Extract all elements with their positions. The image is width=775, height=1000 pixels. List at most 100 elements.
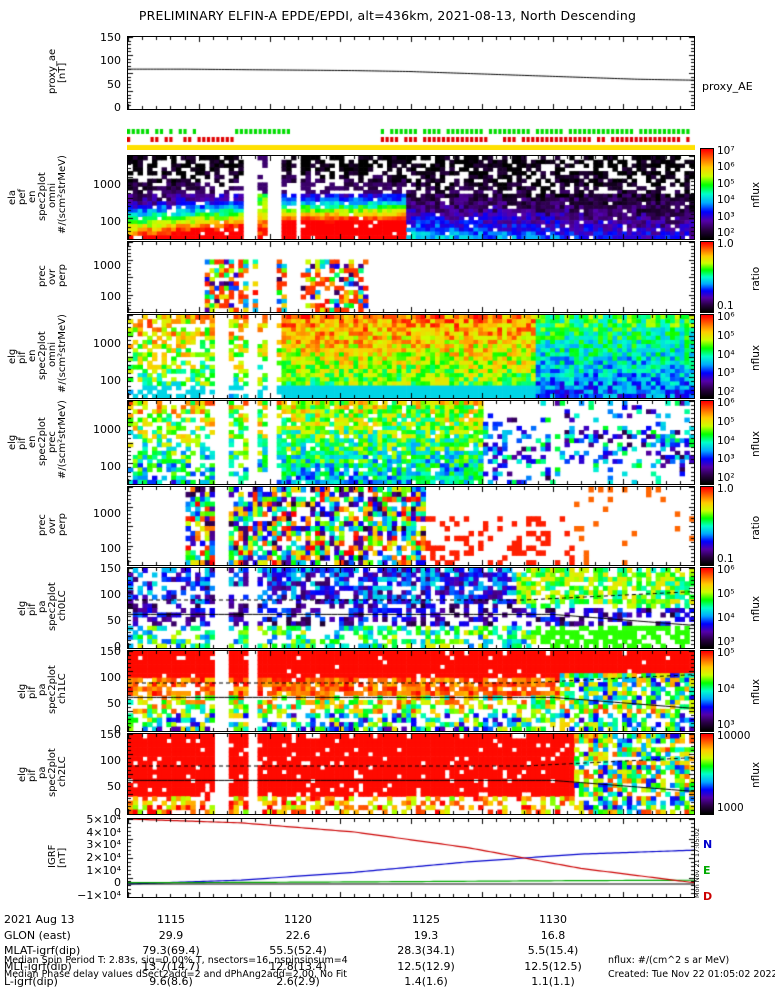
ytick-elg-pif-pa-spec2plot-ch1lc-0: 150	[100, 645, 121, 658]
colorbar-tick-cb-pif-omni-4: 10²	[717, 386, 735, 398]
plot-canvas-elg-pif-pa-spec2plot-ch2lc	[128, 734, 694, 814]
ytick-prec-ovr-perp-pif-0: 1000	[93, 506, 121, 520]
plot-panel-ela-pef-en-spec2plot-omni	[127, 155, 695, 240]
plot-panel-elg-pif-en-spec2plot-omni	[127, 314, 695, 399]
colorbar-tick-cb-pif-omni-0: 10⁶	[717, 311, 735, 323]
colorbar-cb-ch2lc	[700, 733, 714, 815]
plot-panel-elg-pif-pa-spec2plot-ch1lc	[127, 650, 695, 732]
xaxis-row-label-2: MLAT-igrf(dip)	[4, 944, 81, 957]
xaxis-value-3-2: 12.5(12.9)	[397, 959, 455, 973]
ytick-elg-pif-pa-spec2plot-ch0lc-2: 50	[107, 614, 121, 627]
ytick-proxy-ae-3: 0	[114, 101, 121, 114]
colorbar-tick-cb-ch0lc-3: 10³	[717, 636, 735, 648]
plot-panel-proxy-ae	[127, 36, 695, 110]
xaxis-value-4-0: 9.6(8.6)	[149, 975, 193, 988]
colorbar-tick-cb-ch2lc-0: 10000	[717, 730, 751, 742]
xaxis-value-1-1: 22.6	[285, 928, 311, 942]
ytick-proxy-ae-1: 100	[100, 54, 121, 68]
colorbar-cb-pif-ratio	[700, 486, 714, 566]
xaxis-value-0-1: 1120	[284, 913, 312, 926]
ytick-prec-ovr-perp-pef-0: 1000	[93, 259, 121, 273]
sector-status-markers	[127, 128, 695, 150]
plot-canvas-prec-ovr-perp-pif	[128, 487, 694, 565]
footer-right-line2: Created: Tue Nov 22 01:05:02 2022	[608, 969, 775, 980]
footer-left-line2: Median Phase delay values dSect2add=2 an…	[4, 969, 348, 980]
xaxis-value-0-3: 1130	[539, 913, 567, 926]
ytick-proxy-ae-2: 50	[107, 77, 121, 91]
plot-panel-igrf	[127, 818, 695, 898]
ytick-elg-pif-pa-spec2plot-ch2lc-0: 150	[100, 728, 121, 741]
xaxis-value-4-2: 1.4(1.6)	[404, 975, 448, 988]
ylabel-prec-ovr-perp-pef-line2: perp	[57, 264, 68, 288]
ytick-elg-pif-pa-spec2plot-ch0lc-0: 150	[100, 562, 121, 575]
ytick-elg-pif-pa-spec2plot-ch2lc-3: 0	[114, 806, 121, 819]
xaxis-value-3-3: 12.5(12.5)	[524, 959, 582, 973]
xaxis-value-3-0: 13.7(14.7)	[142, 959, 200, 973]
xaxis-value-0-0: 1115	[157, 913, 185, 926]
ytick-elg-pif-pa-spec2plot-ch2lc-1: 100	[100, 754, 121, 767]
colorbar-tick-cb-ch2lc-1: 1000	[717, 802, 744, 814]
colorbar-tick-cb-pef-omni-1: 10⁶	[717, 161, 735, 174]
colorbar-label-cb-ch2lc: nflux	[750, 761, 762, 788]
xaxis-row-label-1: GLON (east)	[4, 928, 71, 942]
xaxis-value-1-0: 29.9	[158, 928, 184, 942]
ytick-ela-pef-en-spec2plot-omni-1: 100	[100, 214, 121, 228]
colorbar-label-cb-pif-prec: nflux	[750, 430, 762, 457]
xaxis-value-1-3: 16.8	[540, 928, 566, 942]
xaxis-value-2-1: 55.5(52.4)	[269, 944, 327, 957]
plot-canvas-ela-pef-en-spec2plot-omni	[128, 156, 694, 239]
plot-panel-prec-ovr-perp-pef	[127, 241, 695, 313]
ytick-igrf-6: −1×10⁴	[77, 889, 121, 902]
colorbar-tick-cb-pif-prec-2: 10⁴	[717, 434, 735, 447]
plot-canvas-elg-pif-en-spec2plot-prec	[128, 401, 694, 484]
ylabel-elg-pif-pa-spec2plot-ch1lc-line4: ch1LC	[57, 673, 68, 704]
colorbar-tick-cb-pef-ratio-1: 0.1	[717, 300, 734, 312]
xaxis-row-label-4: L-igrf(dip)	[4, 975, 58, 988]
ytick-ela-pef-en-spec2plot-omni-0: 1000	[93, 177, 121, 191]
colorbar-tick-cb-pif-prec-0: 10⁶	[717, 397, 735, 409]
colorbar-label-cb-ch1lc: nflux	[750, 678, 762, 705]
plot-panel-prec-ovr-perp-pif	[127, 486, 695, 566]
colorbar-tick-cb-pef-omni-0: 10⁷	[717, 145, 735, 157]
ytick-elg-pif-pa-spec2plot-ch0lc-1: 100	[100, 588, 121, 601]
xaxis-value-4-1: 2.6(2.9)	[276, 975, 320, 988]
colorbar-tick-cb-ch1lc-1: 10⁴	[717, 683, 735, 695]
colorbar-cb-pif-prec	[700, 400, 714, 485]
plot-panel-elg-pif-en-spec2plot-prec	[127, 400, 695, 485]
xaxis-row-label-0: 2021 Aug 13	[4, 913, 75, 926]
creation-stamp-vertical: Mon Nov 21 17:05:02	[693, 827, 701, 898]
ytick-igrf-3: 2×10⁴	[86, 851, 121, 864]
colorbar-tick-cb-ch0lc-0: 10⁶	[717, 564, 735, 576]
igrf-legend-N: N	[703, 838, 713, 851]
ytick-elg-pif-en-spec2plot-prec-0: 1000	[93, 422, 121, 436]
colorbar-tick-cb-pef-omni-5: 10²	[717, 227, 735, 239]
colorbar-tick-cb-pif-prec-4: 10²	[717, 472, 735, 484]
ylabel-elg-pif-pa-spec2plot-ch0lc-line4: ch0LC	[57, 590, 68, 621]
xaxis-value-2-2: 28.3(34.1)	[397, 944, 455, 957]
ytick-elg-pif-pa-spec2plot-ch0lc-3: 0	[114, 640, 121, 653]
colorbar-tick-cb-ch0lc-1: 10⁵	[717, 588, 735, 600]
igrf-legend-D: D	[703, 890, 713, 903]
colorbar-tick-cb-pef-ratio-0: 1.0	[717, 238, 734, 250]
plot-canvas-igrf	[128, 819, 694, 897]
ytick-elg-pif-pa-spec2plot-ch2lc-2: 50	[107, 780, 121, 793]
ytick-elg-pif-en-spec2plot-omni-1: 100	[100, 373, 121, 387]
ylabel-elg-pif-pa-spec2plot-ch2lc-line4: ch2LC	[57, 756, 68, 787]
xaxis-value-2-0: 79.3(69.4)	[142, 944, 200, 957]
ylabel-proxy-ae-line1: [nT]	[57, 63, 68, 84]
ytick-elg-pif-pa-spec2plot-ch1lc-2: 50	[107, 697, 121, 710]
ytick-proxy-ae-0: 150	[100, 31, 121, 44]
ytick-prec-ovr-perp-pif-1: 100	[100, 541, 121, 555]
proxy-ae-label: proxy_AE	[702, 80, 753, 93]
colorbar-tick-cb-ch1lc-2: 10³	[717, 719, 735, 731]
colorbar-cb-ch0lc	[700, 567, 714, 649]
footer-right-line1: nflux: #/(cm^2 s ar MeV)	[608, 955, 730, 966]
xaxis-value-3-1: 12.8(13.4)	[269, 959, 327, 973]
colorbar-label-cb-ch0lc: nflux	[750, 595, 762, 622]
ytick-elg-pif-pa-spec2plot-ch1lc-1: 100	[100, 671, 121, 684]
colorbar-tick-cb-pef-omni-2: 10⁵	[717, 177, 735, 190]
colorbar-tick-cb-pef-omni-3: 10⁴	[717, 194, 735, 207]
xaxis-row-label-3: MLT-igrf(dip)	[4, 959, 72, 973]
plot-panel-elg-pif-pa-spec2plot-ch0lc	[127, 567, 695, 649]
colorbar-cb-pef-ratio	[700, 241, 714, 313]
